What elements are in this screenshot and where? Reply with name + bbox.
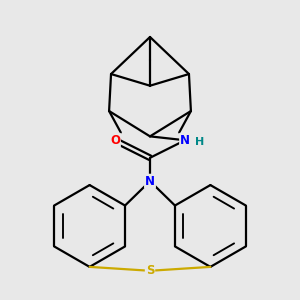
Text: S: S	[146, 264, 154, 277]
Text: N: N	[180, 134, 190, 147]
Text: H: H	[195, 137, 205, 147]
Text: O: O	[110, 134, 120, 147]
Text: N: N	[145, 175, 155, 188]
